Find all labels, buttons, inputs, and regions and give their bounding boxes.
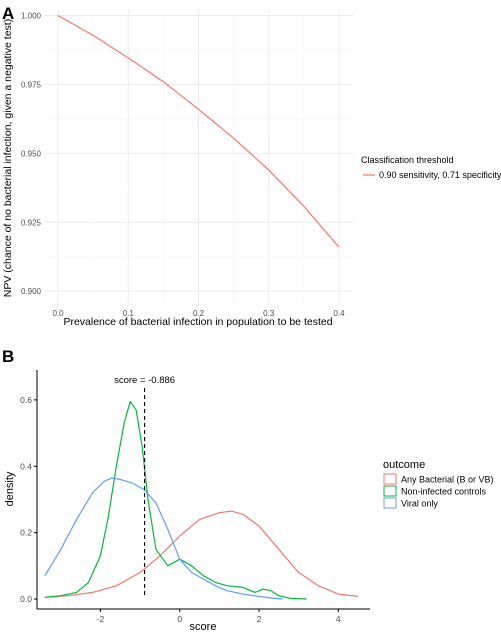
legend-label-viral-only: Viral only bbox=[401, 499, 438, 509]
panel-b-y-axis-label: density bbox=[4, 471, 16, 506]
panel-a-x-tick-label: 0.4 bbox=[333, 309, 345, 318]
legend-label-non-infected-controls: Non-infected controls bbox=[401, 487, 487, 497]
panel-a-grid bbox=[44, 10, 353, 305]
panel-a-x-tick-label: 0.0 bbox=[52, 309, 64, 318]
panel-b: B score = -0.886 0.0 0.2 0.4 0.6 -2 0 2 4 scor… bbox=[2, 347, 494, 633]
panel-a-x-tick-labels: 0.0 0.1 0.2 0.3 0.4 bbox=[52, 309, 345, 318]
density-line-any-bacterial-b-or-vb bbox=[44, 510, 359, 598]
panel-b-y-tick-label: 0.4 bbox=[20, 461, 32, 471]
panel-a-x-tick-label: 0.2 bbox=[193, 309, 205, 318]
panel-a-x-tick-label: 0.1 bbox=[123, 309, 135, 318]
panel-a-y-tick-label: 0.975 bbox=[21, 80, 42, 89]
panel-b-tag: B bbox=[2, 347, 14, 366]
panel-a-legend-label: 0.90 sensitivity, 0.71 specificity bbox=[379, 170, 501, 180]
panel-b-y-tick-label: 0.0 bbox=[20, 594, 32, 604]
legend-key-non-infected-controls bbox=[383, 485, 397, 497]
panel-a-y-tick-label: 1.000 bbox=[21, 12, 42, 21]
panel-a-y-axis-label: NPV (chance of no bacterial infection, g… bbox=[2, 19, 14, 297]
panel-b-legend: outcome Any Bacterial (B or VB) Non-infec… bbox=[383, 459, 494, 509]
panel-a-y-tick-label: 0.925 bbox=[21, 218, 42, 227]
density-line-non-infected-controls bbox=[44, 400, 307, 600]
panel-a-x-axis-label: Prevalence of bacterial infection in pop… bbox=[63, 316, 332, 328]
panel-b-x-tick-label: 0 bbox=[177, 614, 182, 624]
panel-b-legend-title: outcome bbox=[383, 459, 425, 471]
legend-key-viral-only bbox=[383, 497, 397, 509]
panel-a-y-tick-label: 0.900 bbox=[21, 287, 42, 296]
panel-b-x-tick-label: 4 bbox=[336, 614, 341, 624]
panel-b-y-tick-label: 0.6 bbox=[20, 395, 32, 405]
panel-b-series bbox=[44, 400, 359, 600]
panel-b-x-tick-label: 2 bbox=[257, 614, 262, 624]
panel-a-y-tick-label: 0.950 bbox=[21, 149, 42, 158]
panel-b-x-tick-label: -2 bbox=[97, 614, 105, 624]
panel-b-x-axis-label: score bbox=[190, 621, 217, 633]
npv-curve-line bbox=[57, 14, 340, 248]
panel-b-x-tick-labels: -2 0 2 4 bbox=[97, 609, 341, 624]
panel-a-series bbox=[57, 14, 340, 248]
panel-a-tag: A bbox=[2, 4, 14, 23]
panel-b-y-tick-labels: 0.0 0.2 0.4 0.6 bbox=[20, 395, 37, 604]
panel-a-legend: Classification threshold 0.90 sensitivit… bbox=[361, 155, 501, 180]
panel-b-annotation: score = -0.886 bbox=[114, 375, 175, 598]
legend-key-any-bacterial-b-or-vb bbox=[383, 473, 397, 485]
threshold-annotation: score = -0.886 bbox=[114, 375, 175, 386]
density-line-viral-only bbox=[44, 477, 283, 600]
panel-a-y-tick-labels: 0.900 0.925 0.950 0.975 1.000 bbox=[21, 12, 42, 297]
panel-a-x-tick-label: 0.3 bbox=[263, 309, 275, 318]
panel-a: A 0.900 0.925 0.950 0.975 1.000 0.0 0.1 0.2 0.3… bbox=[2, 4, 501, 328]
panel-b-y-tick-label: 0.2 bbox=[20, 528, 32, 538]
legend-label-any-bacterial-b-or-vb: Any Bacterial (B or VB) bbox=[401, 475, 494, 485]
panel-a-legend-title: Classification threshold bbox=[361, 155, 454, 165]
